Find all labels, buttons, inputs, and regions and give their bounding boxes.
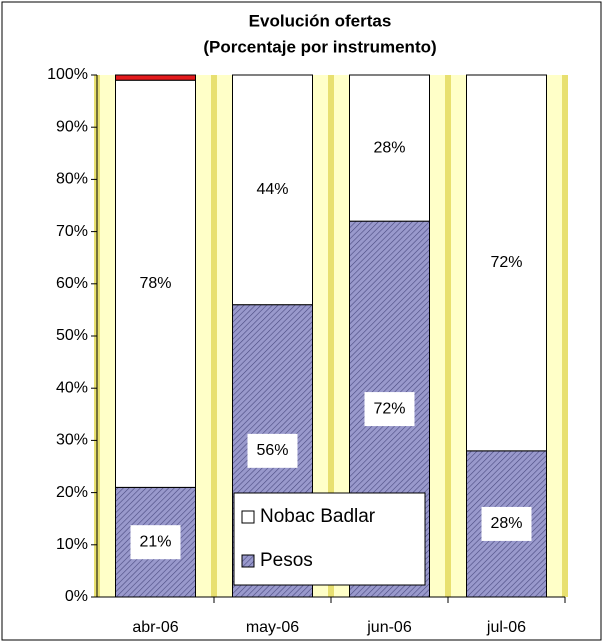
data-label: 28%	[490, 515, 522, 532]
data-label: 44%	[256, 181, 288, 198]
data-label: 72%	[490, 254, 522, 271]
x-tick-label: may-06	[246, 619, 299, 636]
y-tick-label: 100%	[47, 66, 88, 83]
y-tick-label: 70%	[56, 223, 88, 240]
data-label: 72%	[373, 400, 405, 417]
y-tick-label: 20%	[56, 484, 88, 501]
data-label-bg	[247, 172, 298, 207]
data-label: 78%	[139, 275, 171, 292]
legend-label: Pesos	[260, 550, 313, 571]
data-label-bg	[130, 525, 181, 560]
y-tick-label: 10%	[56, 536, 88, 553]
data-label-bg	[130, 266, 181, 301]
legend-label: Nobac Badlar	[260, 506, 376, 527]
data-label-bg	[247, 433, 298, 468]
y-tick-label: 90%	[56, 118, 88, 135]
data-label-bg	[364, 131, 415, 166]
chart-subtitle: (Porcentaje por instrumento)	[203, 37, 436, 56]
y-tick-label: 30%	[56, 432, 88, 449]
chart-title: Evolución ofertas	[249, 11, 392, 30]
y-tick-label: 0%	[65, 588, 88, 605]
legend-swatch	[241, 510, 255, 524]
data-label-bg	[364, 392, 415, 427]
legend	[233, 492, 426, 586]
x-tick-label: jul-06	[486, 619, 526, 636]
data-label: 56%	[256, 442, 288, 459]
data-label: 21%	[139, 533, 171, 550]
y-tick-label: 50%	[56, 327, 88, 344]
x-tick-label: abr-06	[132, 619, 178, 636]
y-tick-label: 40%	[56, 379, 88, 396]
data-label-bg	[481, 245, 532, 280]
y-tick-label: 60%	[56, 275, 88, 292]
x-tick-label: jun-06	[366, 619, 412, 636]
bar-segment	[115, 74, 196, 81]
data-label-bg	[481, 506, 532, 541]
data-label: 28%	[373, 139, 405, 156]
y-tick-label: 80%	[56, 171, 88, 188]
legend-swatch	[241, 554, 255, 568]
